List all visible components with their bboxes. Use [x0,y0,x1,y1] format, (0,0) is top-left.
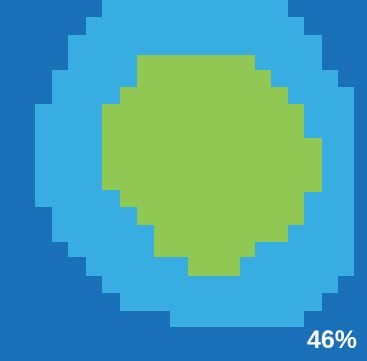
progress-percent-label: 46% [306,326,357,354]
inner-fill-shape [102,55,322,276]
